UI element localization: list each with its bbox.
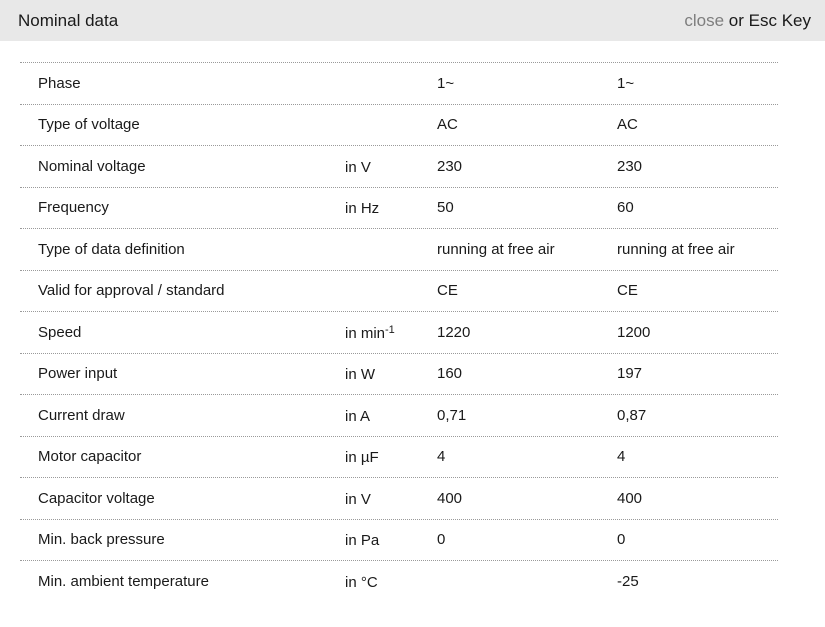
table-row: Valid for approval / standard CE CE [20, 269, 778, 312]
row-unit: in Pa [345, 530, 420, 549]
table-row: Motor capacitor in µF 4 4 [20, 435, 778, 478]
row-label: Motor capacitor [38, 448, 142, 466]
row-value-2: AC [617, 116, 638, 134]
row-label: Current draw [38, 406, 125, 424]
row-label: Type of voltage [38, 116, 140, 134]
row-value-2: 1200 [617, 323, 651, 341]
row-value-1: 230 [437, 157, 463, 175]
row-unit-text: in A [345, 407, 371, 425]
row-value-2: 230 [617, 157, 643, 175]
row-unit-text: in Hz [345, 200, 380, 218]
table-row: Power input in W 160 197 [20, 352, 778, 395]
row-label: Type of data definition [38, 240, 185, 258]
row-unit-superscript: -1 [385, 323, 395, 336]
row-unit: in min-1 [345, 323, 420, 342]
nominal-data-table: Phase 1~ 1~ Type of voltage AC AC Nomina… [20, 62, 778, 602]
row-value-2: 60 [617, 199, 634, 217]
row-label: Power input [38, 365, 118, 383]
row-unit-text: in V [345, 490, 371, 508]
row-label: Frequency [38, 199, 109, 217]
row-value-1: 400 [437, 489, 463, 507]
row-value-2: running at free air [617, 240, 735, 258]
row-label: Phase [38, 74, 81, 92]
table-row: Speed in min-1 1220 1200 [20, 311, 778, 353]
row-unit-text: in V [345, 158, 371, 176]
row-value-1: running at free air [437, 240, 555, 258]
table-row: Current draw in A 0,71 0,87 [20, 394, 778, 436]
table-row: Type of data definition running at free … [20, 228, 778, 270]
row-value-1: 1220 [437, 323, 471, 341]
row-unit-text: in W [345, 366, 375, 384]
row-label: Min. ambient temperature [38, 572, 209, 590]
row-value-1: CE [437, 282, 458, 300]
table-row: Nominal voltage in V 230 230 [20, 145, 778, 187]
close-hint: close or Esc Key [684, 11, 811, 31]
row-unit-text: in µF [345, 449, 379, 467]
table-row: Min. back pressure in Pa 0 0 [20, 518, 778, 561]
close-hint-suffix: or Esc Key [724, 10, 811, 30]
row-unit: in V [345, 157, 420, 176]
modal-header: Nominal data close or Esc Key [0, 0, 825, 41]
row-value-2: 0,87 [617, 406, 647, 424]
row-value-2: 0 [617, 531, 626, 549]
row-unit: in Hz [345, 198, 420, 217]
table-row: Phase 1~ 1~ [20, 62, 778, 104]
row-unit: in µF [345, 447, 420, 466]
row-value-2: CE [617, 282, 638, 300]
row-value-1: 50 [437, 199, 454, 217]
row-label: Speed [38, 323, 82, 341]
row-unit-text: in min [345, 324, 386, 342]
table-row: Capacitor voltage in V 400 400 [20, 477, 778, 519]
table-row: Type of voltage AC AC [20, 103, 778, 146]
row-unit: in °C [345, 572, 420, 591]
row-label: Capacitor voltage [38, 489, 155, 507]
row-value-1: 160 [437, 365, 463, 383]
row-value-1: 4 [437, 448, 446, 466]
row-label: Min. back pressure [38, 531, 165, 549]
row-unit: in V [345, 489, 420, 508]
row-unit: in W [345, 364, 420, 383]
row-value-2: 400 [617, 489, 643, 507]
row-value-1: 0,71 [437, 406, 467, 424]
row-value-2: 4 [617, 448, 626, 466]
row-label: Nominal voltage [38, 157, 146, 175]
row-value-1: 1~ [437, 74, 455, 92]
row-unit-text: in °C [345, 573, 378, 591]
row-value-1: AC [437, 116, 458, 134]
row-value-2: -25 [617, 572, 639, 590]
row-label: Valid for approval / standard [38, 282, 225, 300]
row-unit: in A [345, 406, 420, 425]
row-value-2: 1~ [617, 74, 635, 92]
row-value-1: 0 [437, 531, 446, 549]
row-unit-text: in Pa [345, 532, 380, 550]
close-link[interactable]: close [684, 10, 725, 30]
row-value-2: 197 [617, 365, 643, 383]
table-row: Frequency in Hz 50 60 [20, 186, 778, 229]
modal-title: Nominal data [18, 10, 119, 30]
table-row: Min. ambient temperature in °C -25 [20, 560, 778, 602]
